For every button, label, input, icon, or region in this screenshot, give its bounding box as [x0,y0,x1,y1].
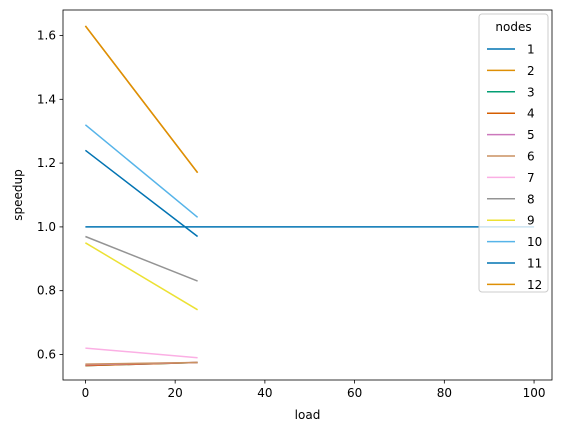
legend-label: 1 [527,43,535,57]
series-line-nodes-10 [84,124,199,218]
legend-label: 6 [527,150,535,164]
x-tick-label: 100 [523,386,546,400]
legend-label: 8 [527,192,535,206]
legend-label: 9 [527,214,535,228]
x-tick-label: 20 [168,386,183,400]
legend-label: 4 [527,107,535,121]
series-line-nodes-9 [85,242,198,311]
y-tick-label: 1.2 [37,156,56,170]
plot-frame [62,9,553,381]
y-tick-label: 0.6 [37,347,56,361]
y-tick-label: 0.8 [37,284,56,298]
legend-label: 7 [527,171,535,185]
y-tick-label: 1.4 [37,92,56,106]
legend-label: 3 [527,85,535,99]
x-tick-label: 60 [347,386,362,400]
legend-label: 10 [527,235,542,249]
x-tick-label: 0 [82,386,90,400]
legend-label: 11 [527,257,542,271]
x-tick-label: 80 [437,386,452,400]
series-line-nodes-12 [84,25,199,174]
legend-title: nodes [495,20,531,34]
x-tick-label: 40 [257,386,272,400]
series-line-nodes-11 [84,149,199,238]
x-axis-title: load [295,408,321,422]
series-line-nodes-7 [85,347,198,359]
y-axis-ticks: 0.6 0.8 1.0 1.2 1.4 1.6 [37,29,63,361]
legend-label: 5 [527,128,535,142]
y-tick-label: 1.6 [37,29,56,43]
legend-label: 2 [527,64,535,78]
y-axis-title: speedup [11,169,25,220]
series-line-nodes-8 [85,235,198,282]
y-tick-label: 1.0 [37,220,56,234]
x-axis-ticks: 0 20 40 60 80 100 [82,380,546,400]
legend-box [478,13,549,293]
series-line-nodes-6 [85,361,198,365]
plot-lines [84,25,535,367]
legend-label: 12 [527,278,542,292]
